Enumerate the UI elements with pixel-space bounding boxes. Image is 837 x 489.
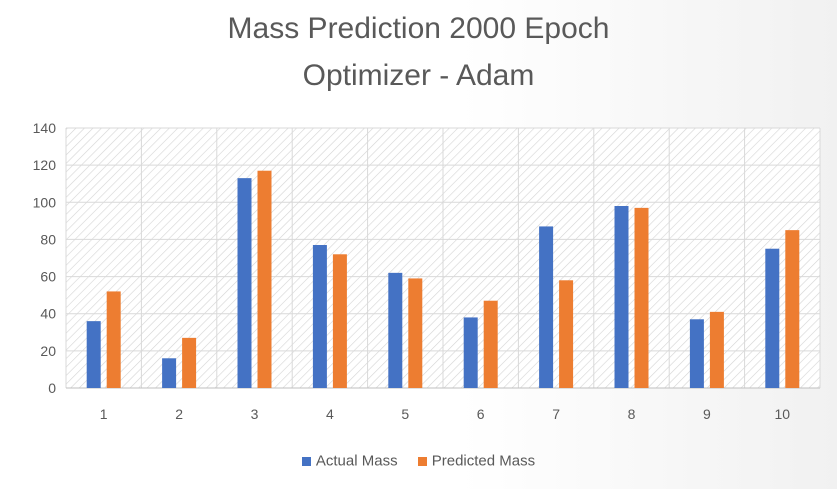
x-tick-label: 9: [703, 406, 711, 422]
legend-swatch-predicted: [417, 456, 427, 466]
x-tick-label: 2: [175, 406, 183, 422]
bar-actual-2: [162, 358, 177, 388]
x-tick-label: 5: [401, 406, 409, 422]
y-tick-label: 20: [40, 343, 56, 359]
x-tick-label: 3: [251, 406, 259, 422]
x-tick-label: 6: [477, 406, 485, 422]
legend-label-predicted: Predicted Mass: [431, 452, 536, 470]
bar-predicted-6: [483, 300, 498, 388]
bar-predicted-8: [634, 207, 649, 388]
bar-actual-3: [237, 178, 252, 388]
bar-actual-4: [312, 245, 327, 388]
bar-predicted-1: [106, 291, 121, 388]
bar-actual-6: [463, 317, 478, 388]
bar-predicted-4: [332, 254, 347, 388]
legend-swatch-actual: [301, 456, 311, 466]
y-tick-label: 140: [33, 120, 57, 136]
bar-actual-5: [388, 272, 403, 388]
chart-title-line-1: Mass Prediction 2000 Epoch: [227, 12, 610, 45]
bar-predicted-2: [182, 337, 197, 388]
legend: Actual Mass Predicted Mass: [0, 452, 837, 470]
legend-label-actual: Actual Mass: [315, 452, 398, 470]
bar-actual-1: [86, 321, 101, 388]
x-tick-label: 1: [100, 406, 108, 422]
x-tick-label: 8: [628, 406, 636, 422]
bar-predicted-9: [709, 311, 724, 388]
y-tick-label: 0: [48, 380, 56, 396]
bars: [86, 170, 800, 388]
y-tick-label: 40: [40, 306, 56, 322]
bar-actual-7: [539, 226, 554, 388]
chart-title-line-2: Optimizer - Adam: [302, 59, 535, 92]
bar-actual-8: [614, 206, 629, 388]
bar-predicted-3: [257, 170, 272, 388]
bar-actual-9: [689, 319, 704, 388]
legend-item-actual: Actual Mass: [301, 452, 398, 470]
bar-predicted-10: [785, 230, 800, 388]
y-tick-labels: 0 20 40 60 80 100 120 140: [33, 120, 57, 396]
bar-predicted-5: [408, 278, 423, 388]
bar-actual-10: [765, 248, 780, 388]
x-tick-label: 4: [326, 406, 334, 422]
y-tick-label: 60: [40, 269, 56, 285]
y-tick-label: 100: [33, 194, 57, 210]
legend-item-predicted: Predicted Mass: [417, 452, 536, 470]
x-tick-label: 10: [775, 406, 791, 422]
x-tick-labels: 1 2 3 4 5 6 7 8 9 10: [100, 406, 790, 422]
bar-predicted-7: [559, 280, 574, 388]
x-tick-label: 7: [552, 406, 560, 422]
y-tick-label: 80: [40, 231, 56, 247]
y-tick-label: 120: [33, 157, 57, 173]
